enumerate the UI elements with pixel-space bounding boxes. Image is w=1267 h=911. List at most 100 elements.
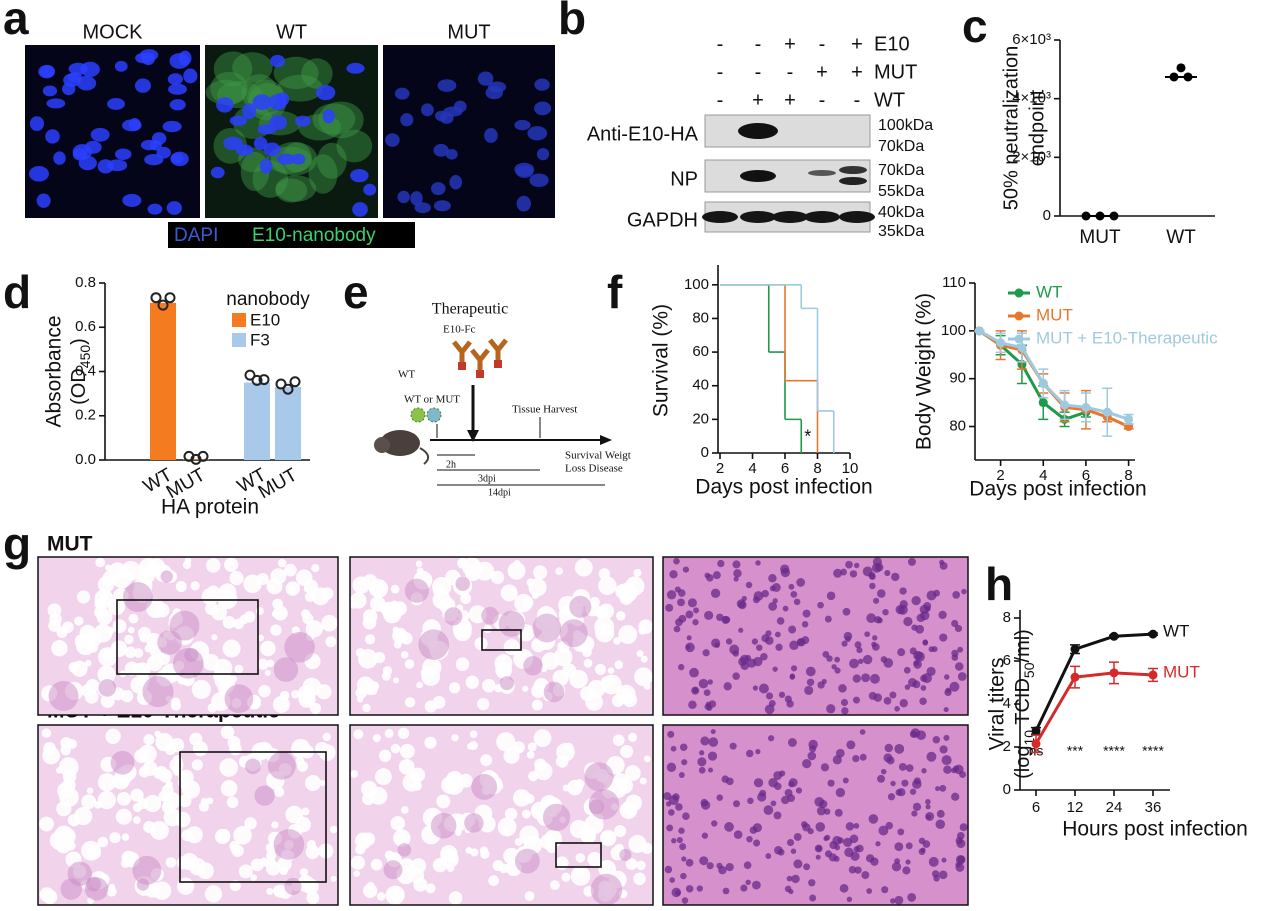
alveolus [521,596,534,609]
y-tick-label: 60 [692,343,709,360]
alveolus [112,619,127,634]
alveolus [474,637,488,651]
alveolus [311,587,330,606]
nucleus [685,644,691,650]
alveolus [227,735,241,749]
nucleus [868,691,877,700]
antibody-tag [458,362,466,370]
alveolus [561,872,571,882]
y-tick-label: 0 [701,444,709,461]
alveolus [279,866,289,876]
histology-row-label: MUT [47,533,93,556]
alveolus [238,864,253,879]
nucleus [786,838,795,847]
nucleus [688,700,697,710]
alveolus [574,558,593,577]
nucleus [909,788,917,795]
alveolus [570,866,591,886]
alveolus [217,589,238,610]
alveolus [595,623,615,643]
nucleus [350,168,369,183]
nucleus [834,667,841,674]
x-tick-label: 8 [1124,467,1132,484]
x-tick-label: 4 [748,460,756,477]
nucleus [788,583,795,590]
alveolus [446,864,455,873]
x-tick-label: 36 [1145,799,1162,816]
nucleus [883,697,892,705]
nucleus [869,582,876,590]
marker [1148,670,1158,680]
nucleus [38,65,56,79]
image-frame [662,724,969,906]
nucleus [845,822,855,831]
nucleus [951,619,959,628]
nucleus [696,885,703,892]
nucleus [700,798,709,807]
label-part: TCID [1012,678,1034,730]
nucleus [889,691,897,699]
alveolus [97,576,115,593]
nucleus [430,182,446,196]
nucleus [90,127,110,142]
series-line [1034,632,1154,732]
blot-band [740,211,776,223]
nucleus [743,861,752,870]
tissue-dense [569,595,592,618]
alveolus [270,624,282,636]
nucleus [216,97,234,113]
alveolus [533,565,548,580]
image-frame [662,556,969,716]
replicate-point [289,376,301,388]
nucleus [773,771,783,780]
nucleus [433,143,449,157]
nucleus [939,559,945,565]
nucleus [763,805,774,815]
nucleus [681,759,688,766]
blot-row-label: Anti-E10-HA [587,123,699,145]
nucleus [939,745,948,754]
nucleus [771,583,781,592]
nucleus [859,729,866,735]
tissue-dense [224,684,254,714]
nucleus [435,110,448,122]
nucleus [939,633,948,642]
label-part: ) [68,338,90,345]
nucleus [772,598,778,604]
nucleus [363,183,377,196]
mouse-body [380,430,420,456]
series-label: MUT [1163,662,1200,681]
y-tick-label: 80 [949,417,966,434]
legend-label: E10 [250,310,280,329]
nucleus [437,79,457,92]
nucleus [856,647,863,654]
panel-letter: b [558,0,586,44]
alveolus [318,744,336,761]
y-tick-label: 8 [1003,609,1011,626]
alveolus [594,663,607,675]
nucleus [84,140,102,154]
marker [1081,402,1091,412]
panel-letter: h [985,558,1013,610]
nucleus [941,857,947,863]
alveolus [97,665,116,684]
nucleus [534,78,550,91]
nucleus [807,751,817,761]
alveolus [450,854,458,861]
alveolus [355,647,365,658]
nucleus [941,755,952,766]
marker [1017,343,1027,353]
alveolus [483,624,492,634]
alveolus [598,568,611,580]
nucleus [921,768,927,774]
alveolus [214,670,233,690]
nucleus [872,635,878,641]
nucleus [957,672,967,681]
blot-band [804,211,840,223]
nucleus [907,557,916,566]
nucleus [897,648,906,657]
micrograph-title: WT [276,21,307,43]
alveolus [270,568,287,585]
bar [150,302,176,460]
